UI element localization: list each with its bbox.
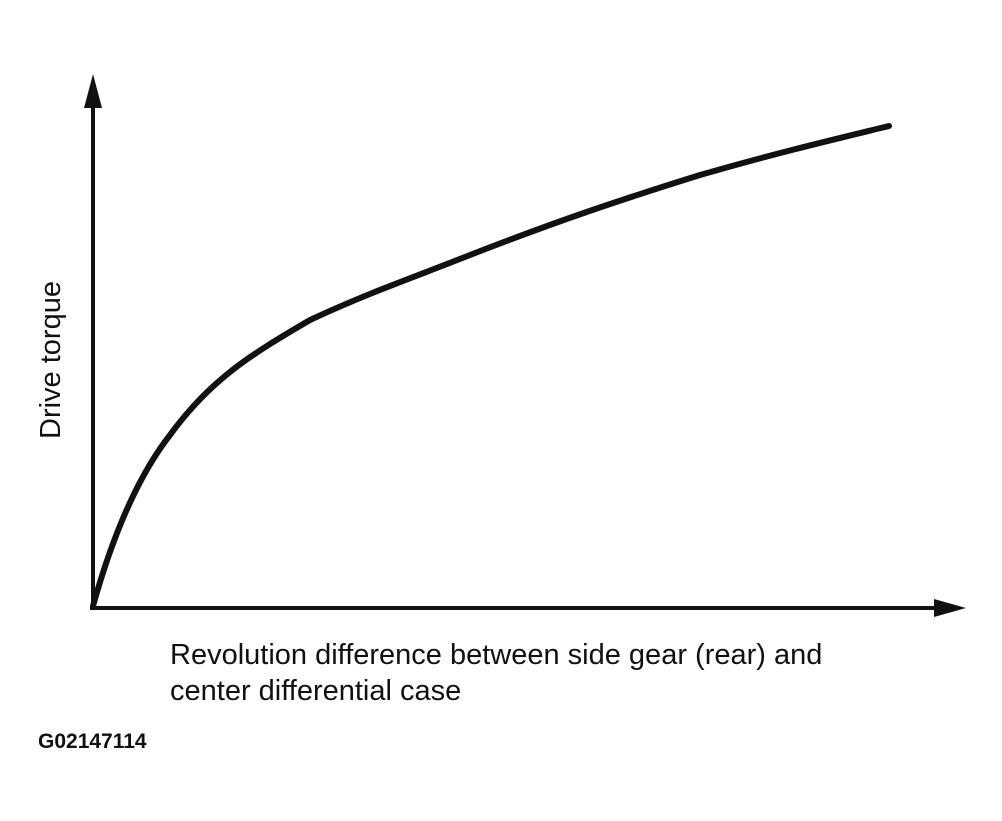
y-axis-label: Drive torque [35,281,67,439]
figure-id: G02147114 [38,730,147,753]
torque-curve [90,123,892,609]
x-axis-arrow [934,599,966,617]
y-axis-arrow [84,74,102,108]
x-axis-label: center differential case [170,675,461,707]
x-axis-label: Revolution difference between side gear … [170,639,822,671]
